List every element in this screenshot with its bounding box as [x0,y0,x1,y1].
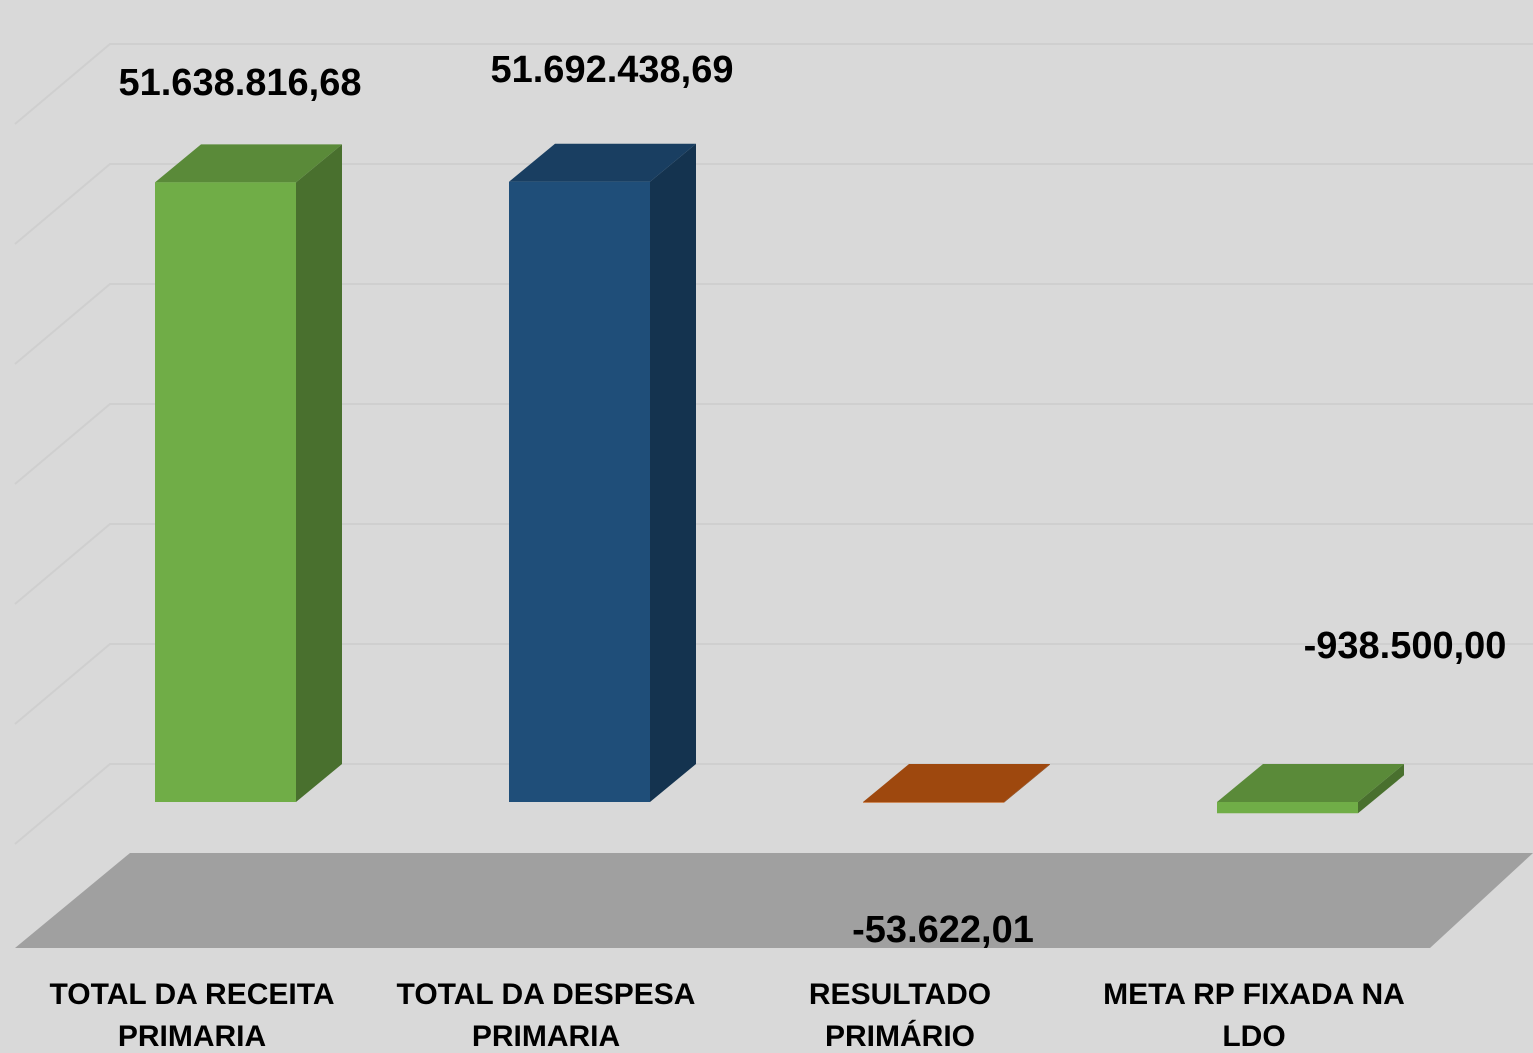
x-tick-label: META RP FIXADA NA LDO [1103,978,1405,1053]
floor [15,853,1533,948]
data-label: 51.692.438,69 [490,49,733,91]
bar-top [509,143,696,182]
bar-side [650,143,696,802]
bar-top [863,764,1050,802]
x-tick-label: RESULTADO PRIMÁRIO [808,978,992,1053]
grid-line [14,43,1533,125]
grid-line [14,163,1533,245]
bar-top [155,144,342,183]
bar-top [1217,764,1404,802]
data-label: -53.622,01 [852,909,1034,951]
grid-line [14,403,1533,485]
data-label: -938.500,00 [1304,625,1507,667]
bar-side [1004,764,1050,803]
bar-side [1358,764,1404,814]
grid-line [14,283,1533,365]
data-label: 51.638.816,68 [118,62,361,104]
bar [155,182,296,802]
grid-line [14,643,1533,725]
bar [509,181,650,802]
grid-line [14,763,1533,845]
bar [863,802,1004,803]
grid-line [14,523,1533,605]
x-tick-label: TOTAL DA RECEITA PRIMARIA [49,978,335,1053]
bar [1217,802,1358,814]
bar-side [296,144,342,802]
x-tick-label: TOTAL DA DESPESA PRIMARIA [396,978,696,1053]
